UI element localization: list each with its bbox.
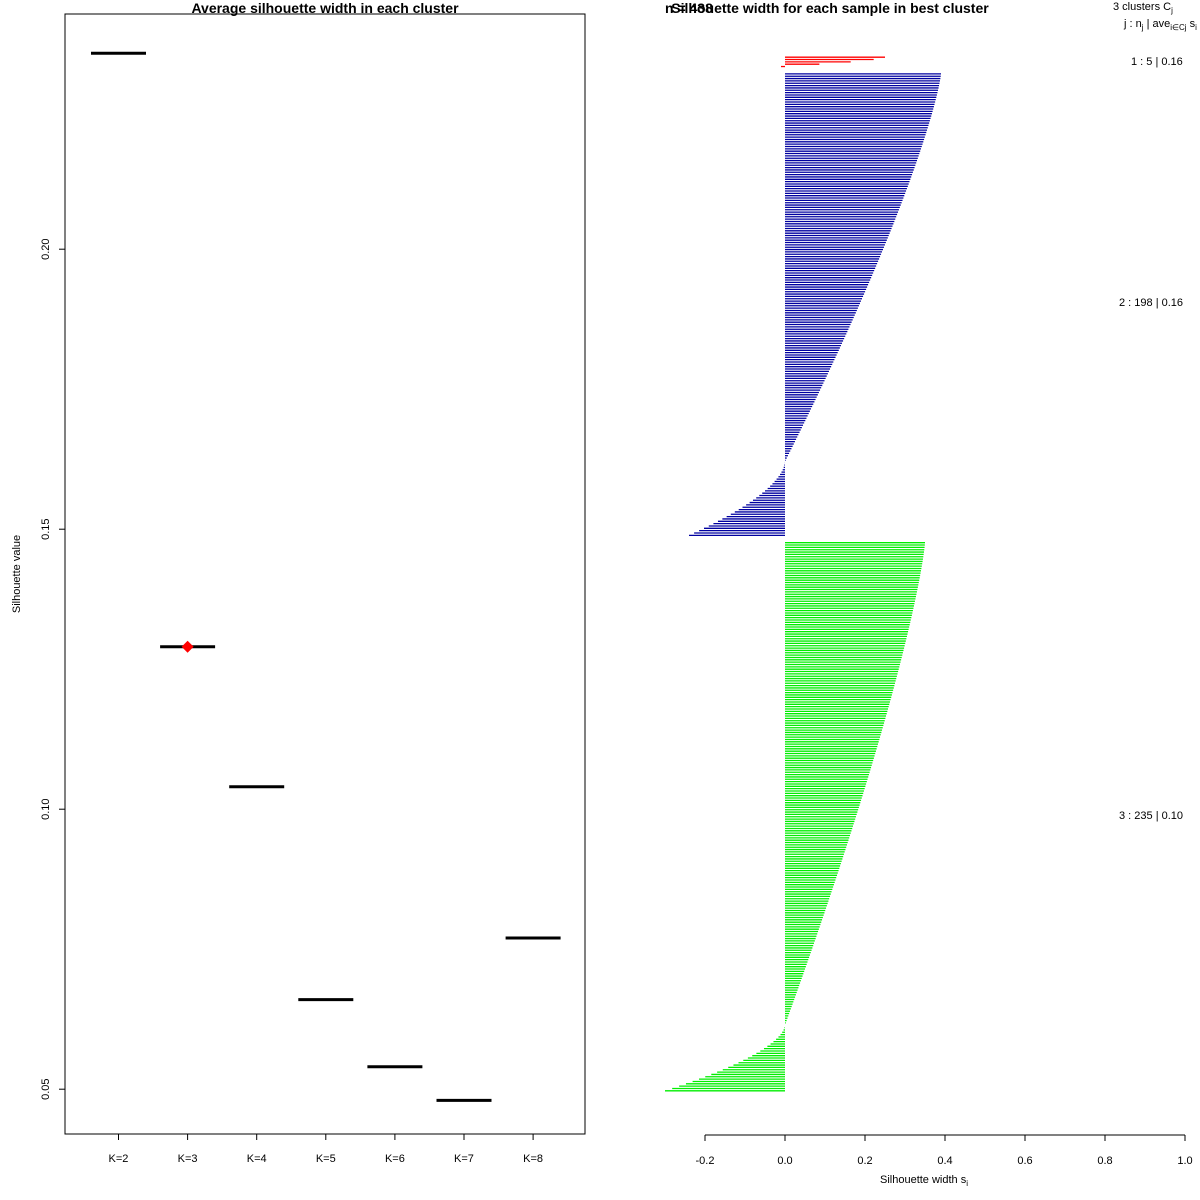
legend-header-ave: | ave [1144, 18, 1171, 30]
left-y-tick-label-0: 0.05 [40, 1078, 52, 1099]
right-x-axis-label-main: Silhouette width s [880, 1174, 967, 1186]
silhouette-bars [665, 56, 941, 1092]
left-y-tick-label-1: 0.10 [40, 798, 52, 819]
right-chart-title: Silhouette width for each sample in best… [671, 0, 989, 16]
left-x-tick-label-6: K=8 [523, 1153, 543, 1165]
right-x-axis: -0.2 0.0 0.2 0.4 0.6 0.8 1.0 [696, 1134, 1193, 1167]
legend-cluster-3: 3 : 235 | 0.10 [1119, 810, 1183, 822]
left-x-tick-label-4: K=6 [385, 1153, 405, 1165]
right-x-tick-label-3: 0.4 [937, 1155, 952, 1167]
legend-header-ave-sub: i∈Cj [1170, 23, 1187, 32]
best-k-marker [181, 640, 194, 653]
avg-silhouette-panel: Average silhouette width in each cluster… [11, 0, 586, 1165]
left-x-tick-label-5: K=7 [454, 1153, 474, 1165]
right-x-tick-label-0: -0.2 [696, 1155, 715, 1167]
right-x-tick-label-4: 0.6 [1017, 1155, 1032, 1167]
right-x-tick-label-2: 0.2 [857, 1155, 872, 1167]
left-y-tick-label-3: 0.20 [40, 238, 52, 259]
legend-cluster-2: 2 : 198 | 0.16 [1119, 297, 1183, 309]
legend-header-n-sub: j [1141, 23, 1144, 32]
left-x-tick-label-0: K=2 [109, 1153, 129, 1165]
left-x-tick-label-1: K=3 [178, 1153, 198, 1165]
legend-header-s-sub: i [1195, 23, 1197, 32]
left-y-axis: 0.05 0.10 0.15 0.20 [40, 238, 65, 1100]
right-x-axis-label-sub: i [966, 1179, 968, 1188]
right-title-overlap: n = 438 [665, 0, 713, 16]
legend-header-clusters-text: 3 clusters C [1113, 1, 1171, 13]
left-y-tick-label-2: 0.15 [40, 518, 52, 539]
right-x-tick-label-1: 0.0 [777, 1155, 792, 1167]
left-chart-title: Average silhouette width in each cluster [191, 0, 459, 16]
right-x-axis-label: Silhouette width si [880, 1174, 968, 1188]
legend-header-clusters: 3 clusters Cj [1113, 1, 1173, 15]
left-x-axis: K=2 K=3 K=4 K=5 K=6 K=7 K=8 [109, 1134, 543, 1165]
left-x-tick-label-3: K=5 [316, 1153, 336, 1165]
legend-header-clusters-sub: j [1170, 6, 1173, 15]
legend-header-j-n: j : n [1123, 18, 1142, 30]
left-plot-frame [64, 13, 586, 1135]
left-y-axis-label: Silhouette value [11, 535, 23, 613]
right-x-tick-label-5: 0.8 [1097, 1155, 1112, 1167]
legend-header-columns: j : nj | avei∈Cj si [1123, 18, 1197, 32]
left-x-tick-label-2: K=4 [247, 1153, 267, 1165]
sample-silhouette-panel: n = 438 Silhouette width for each sample… [665, 0, 1197, 1188]
legend-cluster-1: 1 : 5 | 0.16 [1131, 56, 1183, 68]
right-x-tick-label-6: 1.0 [1177, 1155, 1192, 1167]
cluster-legend: 3 clusters Cj j : nj | avei∈Cj si 1 : 5 … [1113, 1, 1197, 822]
legend-header-s: s [1187, 18, 1196, 30]
left-data-marks [91, 51, 561, 1102]
